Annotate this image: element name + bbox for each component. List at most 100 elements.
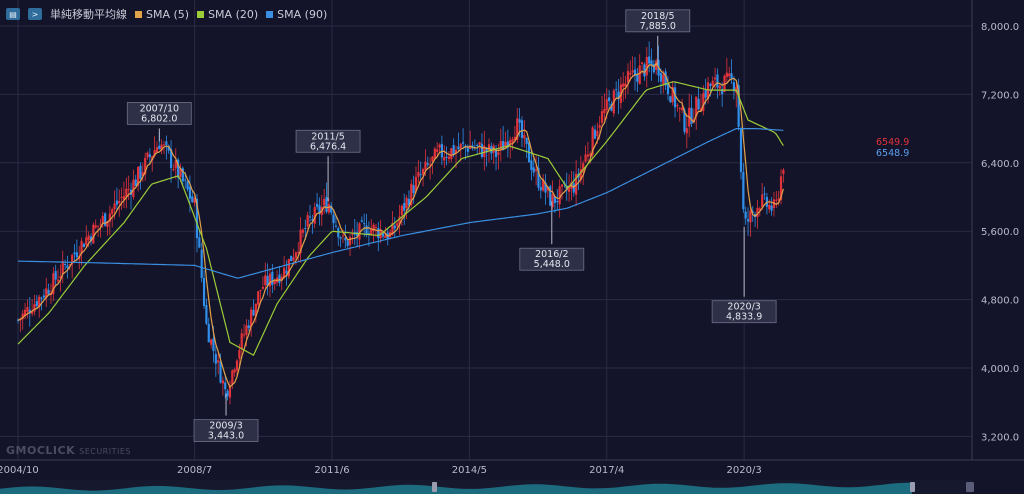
- candle-body: [429, 164, 432, 166]
- y-tick-label: 4,000.0: [981, 364, 1019, 375]
- candle-body: [240, 333, 243, 349]
- candle-body: [226, 390, 229, 397]
- candle-body: [356, 232, 359, 237]
- candle-body: [761, 194, 764, 208]
- candle-body: [297, 251, 300, 253]
- candle-body: [520, 120, 524, 138]
- navigator-strip[interactable]: [0, 480, 974, 494]
- annotation-value: 7,885.0: [640, 21, 676, 32]
- candle-body: [768, 204, 771, 210]
- annotation-box: [519, 247, 585, 271]
- candle-body: [47, 289, 50, 295]
- candle-body: [662, 74, 665, 85]
- y-tick-label: 7,200.0: [981, 90, 1019, 101]
- candle-body: [742, 172, 745, 210]
- candle-body: [115, 200, 119, 205]
- candle-body: [556, 201, 559, 203]
- candle-body: [640, 62, 644, 64]
- chat-icon[interactable]: ▤: [6, 8, 20, 20]
- navigator-handle-left[interactable]: [432, 482, 437, 492]
- candle-body: [763, 193, 766, 195]
- candlestick-series: [16, 35, 785, 416]
- candle-body: [132, 179, 135, 198]
- candle-body: [38, 296, 41, 308]
- legend-sma5[interactable]: SMA (5): [135, 8, 189, 21]
- candle-body: [695, 96, 698, 117]
- candle-body: [179, 168, 182, 177]
- candle-body: [560, 184, 564, 187]
- candle-body: [134, 179, 137, 186]
- candle-body: [450, 148, 453, 160]
- navigator-scroll-button[interactable]: [966, 482, 974, 492]
- candle-body: [539, 187, 542, 191]
- candle-body: [341, 235, 345, 237]
- candle-body: [127, 188, 130, 190]
- candle-body: [525, 137, 528, 144]
- candle-body: [584, 154, 587, 162]
- legend-sma90[interactable]: SMA (90): [266, 8, 327, 21]
- candle-body: [139, 165, 142, 179]
- candle-body: [381, 233, 385, 237]
- candle-body: [582, 163, 585, 173]
- candle-body: [469, 145, 472, 150]
- candle-body: [59, 276, 62, 279]
- candle-body: [195, 198, 199, 239]
- candle-body: [266, 276, 269, 286]
- candle-body: [417, 172, 420, 177]
- annotation-box: [126, 102, 192, 125]
- candle-body: [141, 172, 144, 176]
- legend-sma20-label: SMA (20): [208, 7, 259, 21]
- candle-body: [198, 237, 201, 248]
- candle-body: [615, 89, 618, 91]
- candle-body: [516, 118, 519, 140]
- candle-body: [287, 258, 290, 277]
- annotation-value: 5,448.0: [534, 259, 570, 270]
- candle-body: [608, 97, 611, 102]
- candle-body: [702, 93, 705, 112]
- candle-body: [146, 152, 149, 158]
- candle-body: [443, 157, 446, 161]
- candle-body: [122, 196, 126, 200]
- navigator-handle-right[interactable]: [910, 482, 915, 492]
- candle-body: [174, 160, 177, 169]
- candle-body: [393, 225, 396, 229]
- candle-body: [167, 145, 170, 151]
- watermark-brand: GMOCLICK: [6, 444, 76, 457]
- x-tick-label: 2017/4: [589, 465, 624, 476]
- candle-body: [396, 223, 399, 226]
- candle-body: [224, 382, 227, 390]
- candle-body: [75, 252, 78, 258]
- candle-body: [108, 213, 111, 222]
- candle-body: [212, 338, 215, 352]
- candle-body: [671, 86, 674, 103]
- candle-body: [410, 183, 413, 206]
- candle-body: [290, 255, 293, 262]
- candle-body: [542, 179, 545, 191]
- chevron-right-icon[interactable]: >: [28, 8, 42, 20]
- candle-body: [706, 82, 710, 99]
- candle-body: [71, 254, 74, 265]
- candle-body: [89, 236, 93, 242]
- candle-body: [426, 163, 429, 165]
- candle-body: [544, 182, 547, 193]
- candle-body: [636, 73, 639, 82]
- annotation-box: [193, 419, 259, 443]
- y-axis-ticks: 8,000.0 7,200.0 6,400.0 5,600.0 4,800.0 4,000…: [981, 22, 1019, 443]
- candle-body: [280, 276, 283, 281]
- candle-body: [551, 194, 554, 208]
- legend-sma20[interactable]: SMA (20): [197, 8, 258, 21]
- candle-body: [485, 148, 488, 153]
- candle-body: [104, 213, 107, 226]
- candle-body: [315, 203, 319, 207]
- candle-body: [80, 240, 83, 254]
- candle-body: [506, 141, 509, 148]
- candle-body: [713, 77, 717, 80]
- y-tick-label: 6,400.0: [981, 159, 1019, 170]
- candle-body: [21, 313, 24, 320]
- candle-body: [219, 361, 222, 383]
- candle-body: [73, 252, 76, 255]
- candle-body: [92, 224, 95, 244]
- candle-body: [676, 104, 679, 107]
